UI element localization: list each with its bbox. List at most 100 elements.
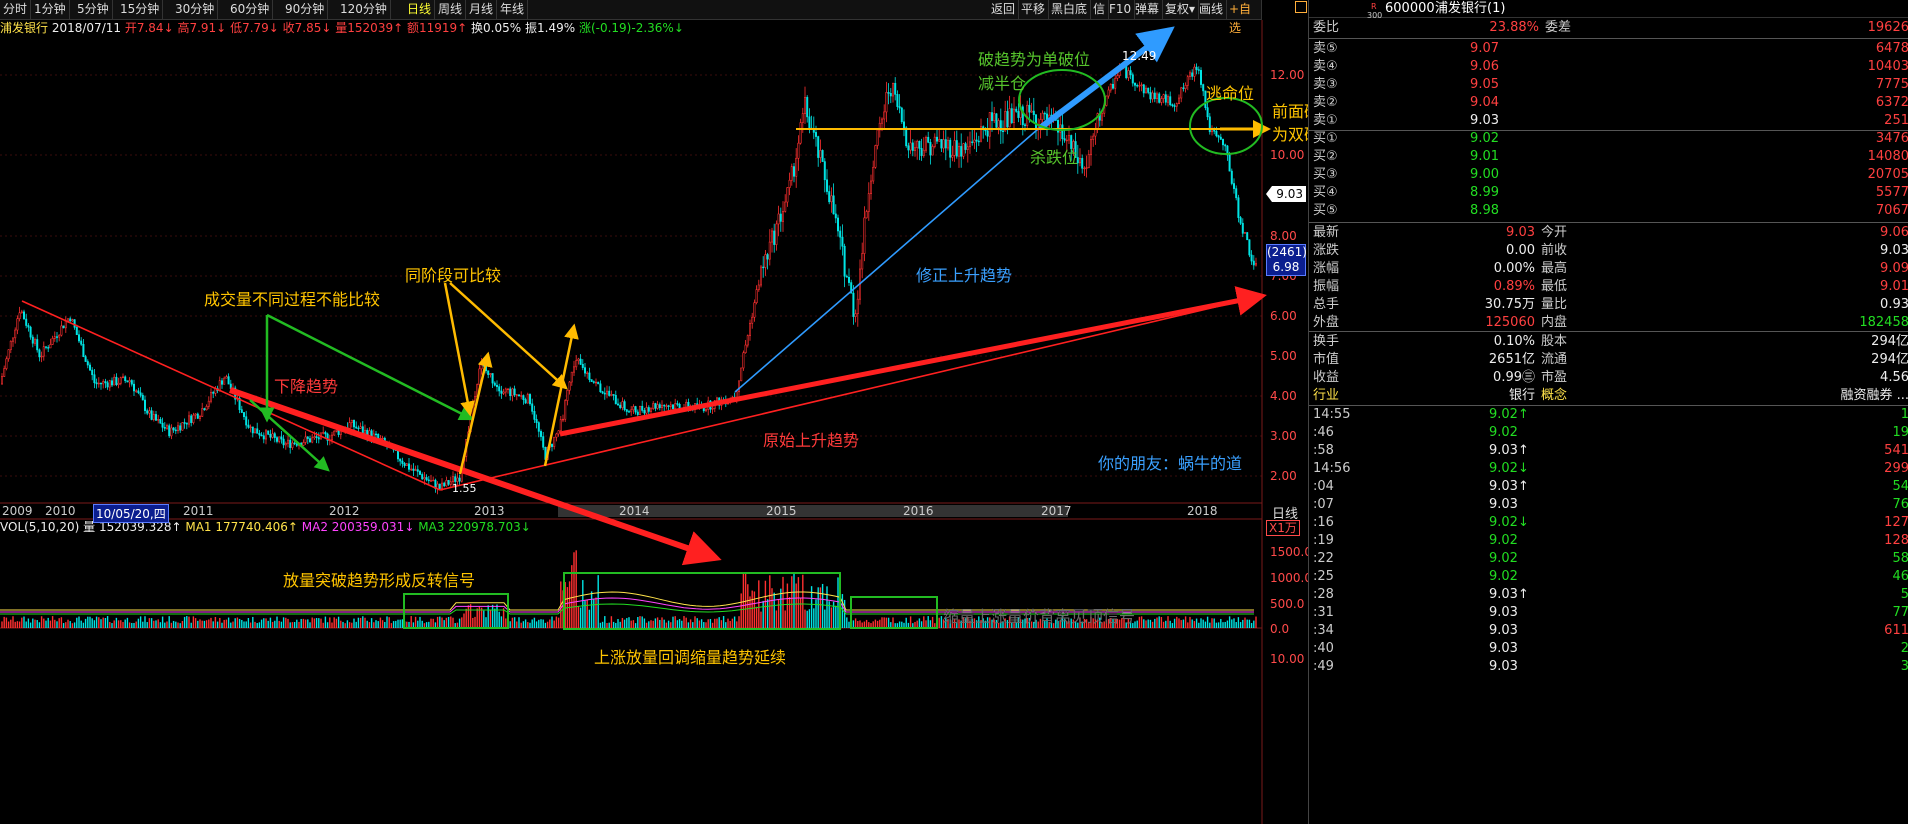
period-tab-9[interactable]: 周线 xyxy=(435,0,467,19)
candle-body xyxy=(304,436,307,443)
volume-bar xyxy=(1088,622,1090,628)
price-tick-4: 6.00 xyxy=(1270,309,1297,323)
period-tab-4[interactable]: 30分钟 xyxy=(172,0,219,19)
volume-bar xyxy=(419,616,421,628)
candle-body xyxy=(597,381,600,385)
volume-bar xyxy=(223,619,225,628)
candle-body xyxy=(929,142,932,156)
toolbar-action-8[interactable]: +自选 xyxy=(1226,0,1262,35)
candle-body xyxy=(1217,135,1220,138)
volume-bar xyxy=(775,610,778,628)
toolbar-action-4[interactable]: F10 xyxy=(1106,0,1136,19)
candle-body xyxy=(658,404,661,409)
toolbar-action-6[interactable]: 复权▾ xyxy=(1162,0,1200,19)
candle-body xyxy=(786,187,789,203)
year-tick-8: 2016 xyxy=(903,504,934,518)
candle-body xyxy=(605,390,608,395)
period-tab-1[interactable]: 1分钟 xyxy=(31,0,70,19)
toolbar-action-7[interactable]: 画线 xyxy=(1196,0,1228,19)
volume-bar xyxy=(705,622,707,628)
buys-row-0[interactable]: 买① 9.02 3476 xyxy=(1309,130,1908,148)
candle-body xyxy=(645,407,648,414)
volume-bar xyxy=(443,620,445,628)
period-tab-11[interactable]: 年线 xyxy=(497,0,529,19)
buys-row-2[interactable]: 买③ 9.00 20705 xyxy=(1309,166,1908,184)
period-tab-8[interactable]: 日线 xyxy=(404,0,436,19)
candle-body xyxy=(194,413,197,416)
toolbar-action-1[interactable]: 平移 xyxy=(1018,0,1050,19)
volume-bar xyxy=(1112,619,1114,628)
sells-row-4[interactable]: 卖① 9.03 251 xyxy=(1309,112,1908,130)
candle-body xyxy=(599,383,602,393)
candle-body xyxy=(539,431,542,437)
toolbar-action-0[interactable]: 返回 xyxy=(988,0,1020,19)
green-arrow-3 xyxy=(249,399,330,472)
kline-chart[interactable] xyxy=(0,0,1308,824)
buys-row-4[interactable]: 买⑤ 8.98 7067 xyxy=(1309,202,1908,220)
volume-ma-line xyxy=(0,597,1254,613)
volume-bar xyxy=(945,618,947,628)
candle-body xyxy=(957,146,960,157)
period-tab-2[interactable]: 5分钟 xyxy=(74,0,113,19)
candle-body xyxy=(429,480,432,482)
candle-body xyxy=(601,391,604,394)
volume-bar xyxy=(1235,622,1237,628)
volume-bar xyxy=(1151,621,1154,628)
toolbar-action-3[interactable]: 信 xyxy=(1090,0,1110,19)
year-tick-10: 2018 xyxy=(1187,504,1218,518)
candle-body xyxy=(185,422,188,425)
period-tab-6[interactable]: 90分钟 xyxy=(282,0,329,19)
volume-bar xyxy=(478,606,481,628)
original-up-arrow xyxy=(559,286,1267,437)
volume-bar xyxy=(956,622,958,628)
candle-body xyxy=(889,93,892,97)
tick-row: :58 9.03↑ 541 xyxy=(1309,442,1908,460)
period-tab-7[interactable]: 120分钟 xyxy=(337,0,391,19)
stat-value-2: 9.09 xyxy=(1880,261,1908,276)
candle-body xyxy=(163,427,166,429)
level-volume: 251 xyxy=(1884,113,1908,128)
candle-body xyxy=(535,419,538,423)
toolbar-action-5[interactable]: 弹幕 xyxy=(1132,0,1164,19)
volume-bar xyxy=(535,621,538,628)
level-price: 9.00 xyxy=(1470,167,1499,182)
toolbar-action-2[interactable]: 黑白底 xyxy=(1048,0,1092,19)
candle-body xyxy=(1127,70,1130,79)
volume-bar xyxy=(588,609,591,628)
volume-bar xyxy=(436,616,439,628)
buys-row-3[interactable]: 买④ 8.99 5577 xyxy=(1309,184,1908,202)
volume-bar xyxy=(1107,618,1110,628)
period-tab-5[interactable]: 60分钟 xyxy=(227,0,274,19)
candle-body xyxy=(1142,84,1145,94)
candle-body xyxy=(1010,108,1013,123)
period-tab-0[interactable]: 分时 xyxy=(0,0,32,19)
r-sub: 300 xyxy=(1367,11,1383,20)
candle-body xyxy=(284,442,287,446)
volume-bar xyxy=(414,616,417,628)
stock-title: 浦发银行(1) xyxy=(1435,1,1506,16)
candle-body xyxy=(1200,70,1203,85)
tick-row: :22 9.02 58 xyxy=(1309,550,1908,568)
candle-body xyxy=(306,436,309,439)
volume-bar xyxy=(148,618,151,628)
volume-bar xyxy=(313,618,316,628)
volume-bar xyxy=(300,618,302,628)
volume-bar xyxy=(1222,622,1224,628)
panel-toggle-icon[interactable] xyxy=(1295,1,1307,13)
sells-row-0[interactable]: 卖⑤ 9.07 6478 xyxy=(1309,40,1908,58)
buys-row-1[interactable]: 买② 9.01 14080 xyxy=(1309,148,1908,166)
period-tab-3[interactable]: 15分钟 xyxy=(117,0,164,19)
volume-bar xyxy=(865,619,868,628)
period-tab-10[interactable]: 月线 xyxy=(466,0,498,19)
candle-body xyxy=(575,360,578,368)
sells-row-1[interactable]: 卖④ 9.06 10403 xyxy=(1309,58,1908,76)
volume-bar xyxy=(898,621,901,628)
volume-bar xyxy=(346,620,349,628)
sells-row-3[interactable]: 卖② 9.04 6372 xyxy=(1309,94,1908,112)
volume-bar xyxy=(1204,621,1207,628)
industry-row[interactable]: 行业 银行 概念 融资融券 ... xyxy=(1309,387,1908,405)
sells-row-2[interactable]: 卖③ 9.05 7775 xyxy=(1309,76,1908,94)
volume-bar xyxy=(461,617,463,628)
volume-bar xyxy=(1226,620,1229,628)
volume-box xyxy=(563,572,841,630)
